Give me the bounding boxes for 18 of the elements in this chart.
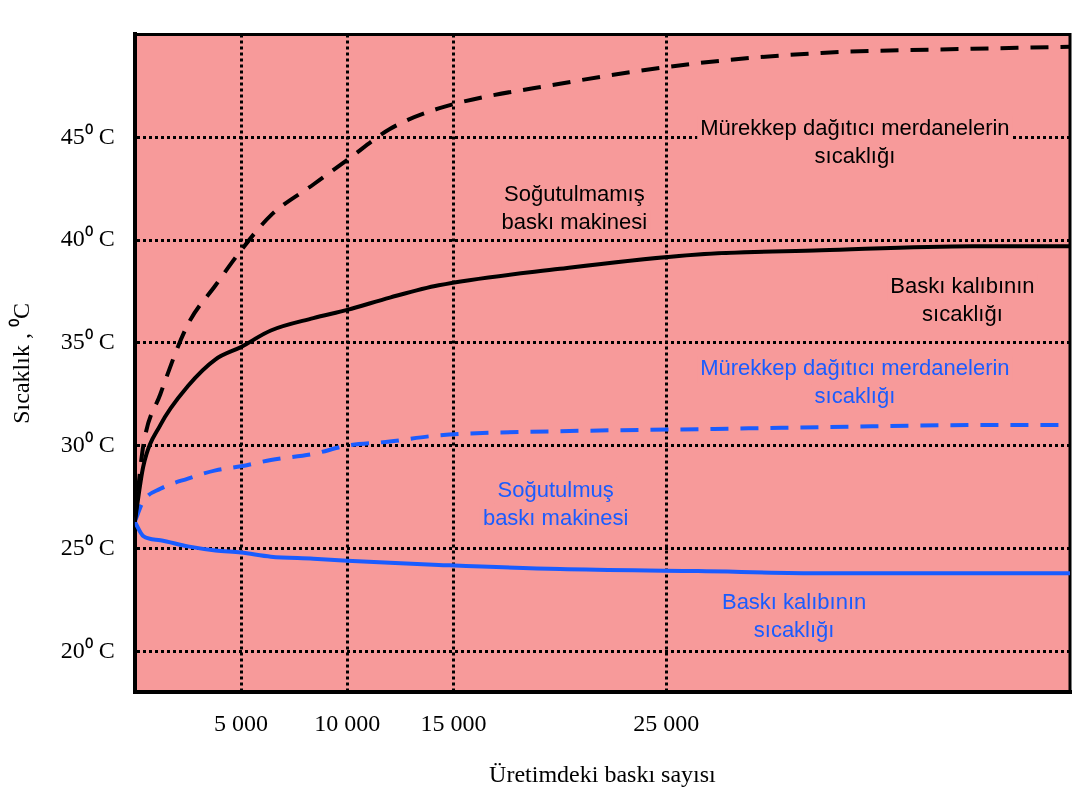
y-tick-label: 25⁰ C <box>60 533 115 560</box>
x-tick-label: 5 000 <box>214 710 269 737</box>
y-tick-label: 35⁰ C <box>60 328 115 355</box>
annotation: Mürekkep dağıtıcı merdanelerin sıcaklığı <box>700 115 1010 169</box>
annotation: Soğutulmamış baskı makinesi <box>501 180 648 234</box>
y-tick-label: 45⁰ C <box>60 122 115 149</box>
y-tick-label: 30⁰ C <box>60 430 115 457</box>
x-tick-label: 25 000 <box>633 710 700 737</box>
x-tick-label: 10 000 <box>314 710 381 737</box>
y-tick-label: 20⁰ C <box>60 636 115 663</box>
annotation: Baskı kalıbının sıcaklığı <box>890 272 1035 326</box>
x-axis-title: Üretimdeki baskı sayısı <box>489 760 717 787</box>
annotation: Soğutulmuş baskı makinesi <box>482 476 629 530</box>
annotation: Mürekkep dağıtıcı merdanelerin sıcaklığı <box>700 355 1010 409</box>
y-tick-label: 40⁰ C <box>60 225 115 252</box>
y-axis-title: Sıcaklık , ⁰C <box>7 303 34 424</box>
annotation: Baskı kalıbının sıcaklığı <box>721 588 867 642</box>
x-tick-label: 15 000 <box>420 710 487 737</box>
